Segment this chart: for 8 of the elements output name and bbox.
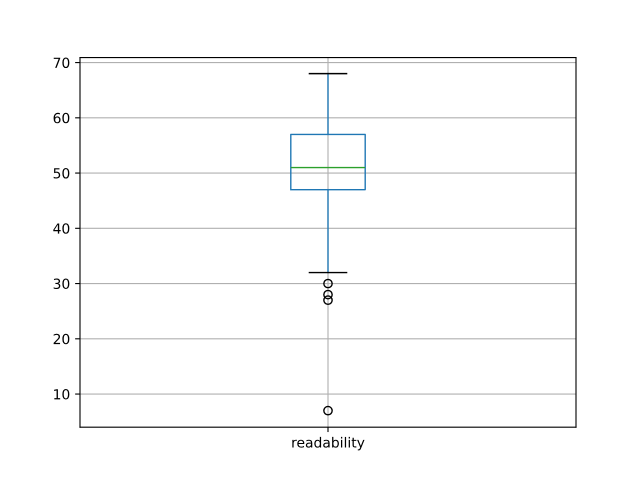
- y-tick-label: 50: [54, 168, 70, 179]
- x-tick-label: readability: [292, 436, 365, 450]
- y-tick-label: 30: [54, 278, 70, 290]
- y-tick-label: 10: [54, 389, 70, 400]
- y-tick-label: 60: [54, 112, 70, 124]
- y-tick-label: 20: [54, 334, 70, 344]
- y-tick-label: 70: [54, 58, 70, 68]
- y-tick-label: 40: [53, 223, 70, 234]
